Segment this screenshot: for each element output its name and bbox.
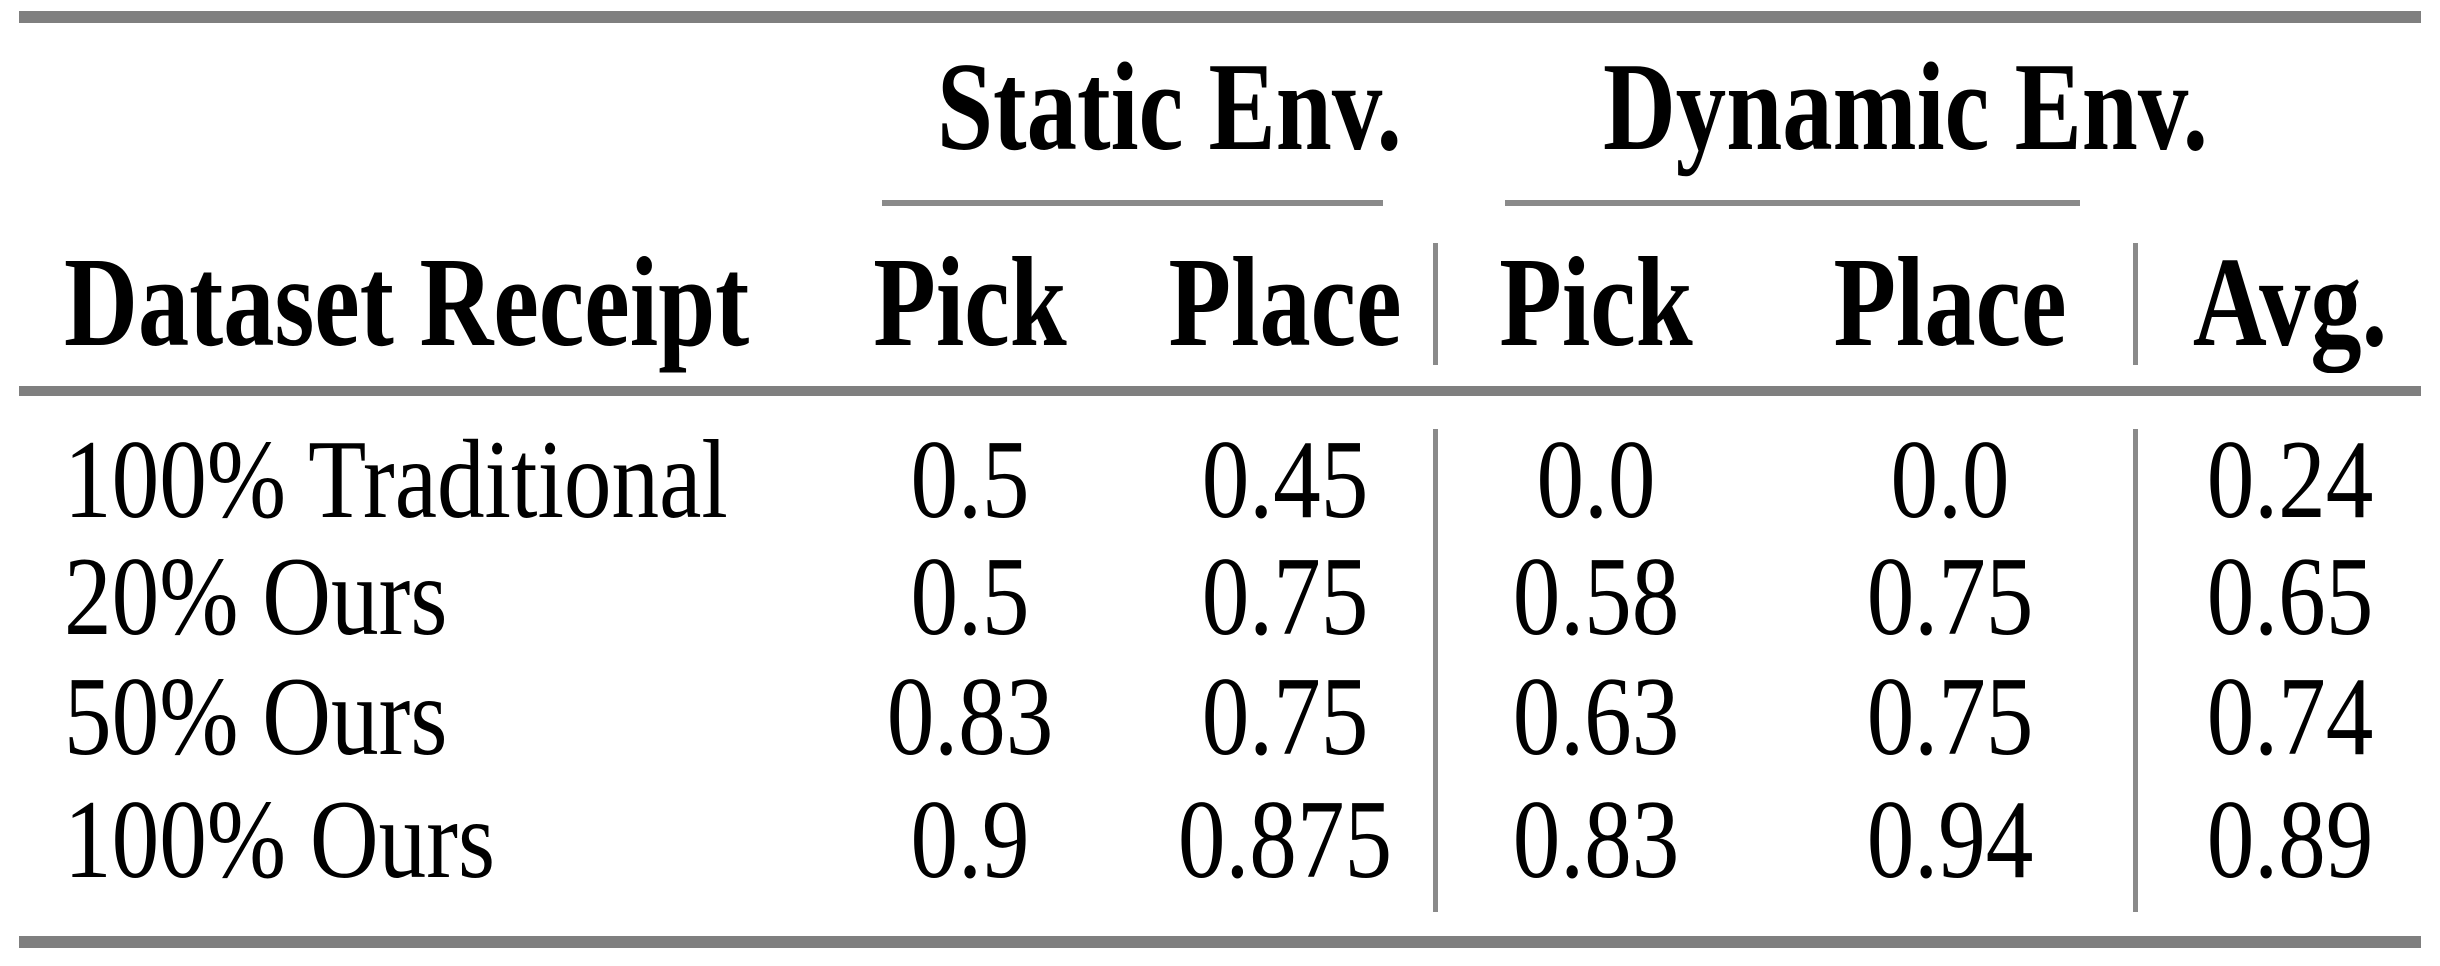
cell-avg: 0.65 bbox=[2206, 535, 2374, 659]
table-row: 50% Ours 0.83 0.75 0.63 0.75 0.74 bbox=[0, 661, 2440, 781]
cell-avg: 0.24 bbox=[2206, 418, 2374, 542]
cell-dynamic-place: 0.94 bbox=[1866, 778, 2034, 902]
vertical-divider-1-body bbox=[1433, 429, 1438, 912]
cell-dynamic-pick: 0.58 bbox=[1512, 535, 1680, 659]
cell-dynamic-place: 0.0 bbox=[1890, 418, 2010, 542]
cell-dynamic-pick: 0.0 bbox=[1536, 418, 1656, 542]
vertical-divider-2-header bbox=[2133, 243, 2138, 365]
row-label: 20% Ours bbox=[64, 535, 448, 659]
vertical-divider-2-body bbox=[2133, 429, 2138, 912]
cell-static-pick: 0.5 bbox=[910, 535, 1030, 659]
cell-static-place: 0.75 bbox=[1201, 655, 1369, 779]
group-header-static-env: Static Env. bbox=[937, 38, 1402, 177]
cell-static-place: 0.875 bbox=[1177, 778, 1393, 902]
cell-dynamic-place: 0.75 bbox=[1866, 535, 2034, 659]
cell-dynamic-pick: 0.83 bbox=[1512, 778, 1680, 902]
cell-avg: 0.89 bbox=[2206, 778, 2374, 902]
table-row: 100% Ours 0.9 0.875 0.83 0.94 0.89 bbox=[0, 784, 2440, 904]
row-label: 100% Ours bbox=[64, 778, 496, 902]
cell-static-pick: 0.5 bbox=[910, 418, 1030, 542]
dynamic-env-underline bbox=[1505, 200, 2080, 206]
row-label: 50% Ours bbox=[64, 655, 448, 779]
column-header-static-pick: Pick bbox=[873, 231, 1067, 373]
column-header-dynamic-pick: Pick bbox=[1499, 231, 1693, 373]
vertical-divider-1-header bbox=[1433, 243, 1438, 365]
row-label: 100% Traditional bbox=[64, 418, 728, 542]
header-separator-rule bbox=[19, 386, 2421, 396]
top-rule bbox=[19, 11, 2421, 23]
cell-avg: 0.74 bbox=[2206, 655, 2374, 779]
column-header-dataset-receipt: Dataset Receipt bbox=[64, 231, 750, 373]
table-row: 100% Traditional 0.5 0.45 0.0 0.0 0.24 bbox=[0, 424, 2440, 544]
static-env-underline bbox=[882, 200, 1383, 206]
group-header-dynamic-env: Dynamic Env. bbox=[1603, 38, 2208, 177]
bottom-rule bbox=[19, 936, 2421, 948]
cell-static-place: 0.45 bbox=[1201, 418, 1369, 542]
table-row: 20% Ours 0.5 0.75 0.58 0.75 0.65 bbox=[0, 541, 2440, 661]
cell-static-pick: 0.83 bbox=[886, 655, 1054, 779]
column-header-avg: Avg. bbox=[2192, 231, 2388, 373]
cell-static-place: 0.75 bbox=[1201, 535, 1369, 659]
column-header-static-place: Place bbox=[1168, 231, 1402, 373]
cell-dynamic-place: 0.75 bbox=[1866, 655, 2034, 779]
column-header-dynamic-place: Place bbox=[1833, 231, 2067, 373]
cell-static-pick: 0.9 bbox=[910, 778, 1030, 902]
cell-dynamic-pick: 0.63 bbox=[1512, 655, 1680, 779]
